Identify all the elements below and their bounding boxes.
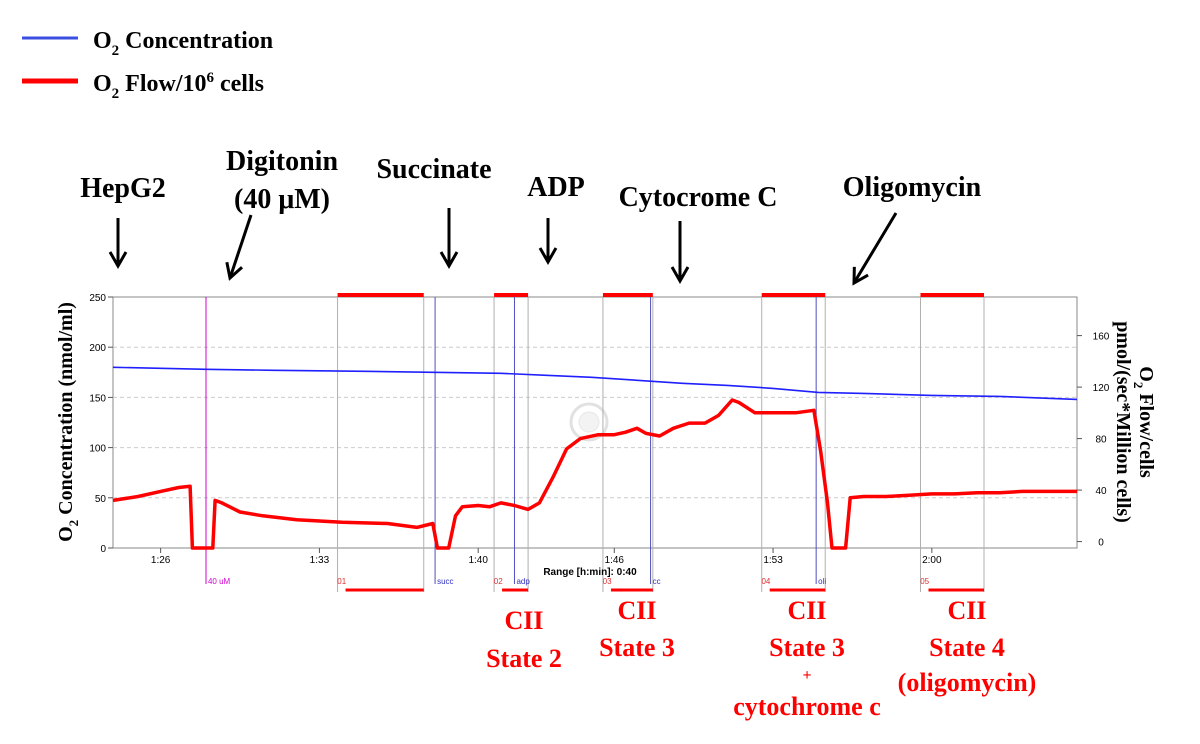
tick-label-right: 0 <box>1098 538 1104 549</box>
legend-label-rest: Concentration <box>119 28 273 54</box>
legend-label-rest: Flow/10 <box>119 71 206 97</box>
range-text: Range [h:min]: 0:40 <box>543 567 637 578</box>
series-o2-concentration <box>112 366 1078 401</box>
tick-label-left: 150 <box>89 393 106 404</box>
annotation-digitonin-line-2: (40 μM) <box>234 184 330 215</box>
state-labels: CII State 2 CII State 3 CII State 3 + cytochrom… <box>486 596 1036 721</box>
watermark-core <box>578 411 600 433</box>
tick-label-right: 80 <box>1095 435 1107 446</box>
state-label-state4-line-2: State 4 <box>929 633 1005 662</box>
marker-label: 03 <box>603 577 612 586</box>
legend-label-2: O2 Flow/106 cells <box>93 70 264 102</box>
tick-label-x: 1:46 <box>605 555 625 566</box>
annotation-hepg2-label: HepG2 <box>80 173 166 204</box>
tick-label-x: 1:40 <box>468 555 488 566</box>
annotation-cytochrome-line-1: Cytocrome C <box>619 182 778 213</box>
annotation-oligomycin-arrow-head <box>852 266 869 286</box>
left-axis-label: O2 Concentration (nmol/ml) <box>55 302 81 542</box>
state-label-state3cc-line-4: cytochrome c <box>733 692 881 721</box>
annotation-cytochrome: Cytocrome C <box>619 182 778 285</box>
annotation-digitonin-label: Digitonin (40 μM) <box>226 146 338 215</box>
tick-label-left: 200 <box>89 343 106 354</box>
axis-labels: O2 Concentration (nmol/ml) O2 Flow/cellsp… <box>55 302 1157 542</box>
left-axis-label-sub: 2 <box>66 520 81 527</box>
tick-label-left: 250 <box>89 293 106 304</box>
annotation-succinate-line-1: Succinate <box>376 154 491 185</box>
state-label-state3-line-1: CII <box>617 596 656 625</box>
left-axis-label-rest: Concentration (nmol/ml) <box>55 302 77 520</box>
annotation-adp-arrow-head <box>538 247 558 266</box>
state-label-state3cc-line-1: CII <box>787 596 826 625</box>
marker-label: 01 <box>337 577 346 586</box>
state-label-state2-line-2: State 2 <box>486 644 562 673</box>
annotation-adp-line-1: ADP <box>527 172 585 203</box>
tick-label-x: 1:26 <box>151 555 171 566</box>
annotation-oligomycin-line-1: Oligomycin <box>843 172 982 203</box>
tick-label-x: 1:53 <box>763 555 783 566</box>
right-axis-label-rest: Flow/cells <box>1135 388 1157 478</box>
annotation-hepg2-line-1: HepG2 <box>80 173 166 204</box>
tick-label-left: 0 <box>100 544 106 555</box>
plot-frame <box>112 296 1078 549</box>
marker-label: cc <box>653 577 661 586</box>
right-axis-label-line1: O2 Flow/cells <box>1131 366 1157 478</box>
legend-label-o: O <box>93 71 112 97</box>
watermark-ring <box>569 402 609 442</box>
annotation-oligomycin-label: Oligomycin <box>843 172 982 203</box>
tick-label-left: 50 <box>95 494 107 505</box>
marker-label: adp <box>516 577 530 586</box>
left-axis-label-o: O <box>55 526 77 542</box>
state-label-state3cc-line-3: + <box>802 667 811 684</box>
annotation-cytochrome-label: Cytocrome C <box>619 182 778 213</box>
legend-label-sub: 2 <box>112 86 120 102</box>
annotation-digitonin-arrow-shaft <box>228 214 253 279</box>
marker-label: 05 <box>920 577 929 586</box>
state-label-state2-line-1: CII <box>504 606 543 635</box>
watermark-logo-icon <box>569 402 609 442</box>
marker-label: 02 <box>494 577 503 586</box>
right-axis-label-sub: 2 <box>1131 382 1146 389</box>
marker-label: 40 uM <box>208 577 231 586</box>
annotation-cytochrome-arrow-head <box>670 266 690 285</box>
annotation-hepg2: HepG2 <box>80 173 166 270</box>
legend-label-tail: cells <box>214 71 264 97</box>
tick-label-left: 100 <box>89 444 106 455</box>
state-label-state4-line-1: CII <box>947 596 986 625</box>
tick-label-right: 40 <box>1095 486 1107 497</box>
right-axis-label-o: O <box>1135 366 1157 382</box>
state-label-state3cc-line-2: State 3 <box>769 633 845 662</box>
annotation-digitonin-arrow-head <box>225 261 244 281</box>
annotation-digitonin: Digitonin (40 μM) <box>225 146 338 281</box>
tick-label-x: 1:33 <box>310 555 330 566</box>
annotation-succinate: Succinate <box>376 154 492 270</box>
legend-label-1: O2 Concentration <box>93 28 273 59</box>
annotation-succinate-arrow-head <box>439 251 459 270</box>
state-label-state3-line-2: State 3 <box>599 633 675 662</box>
tick-label-x: 2:00 <box>922 555 942 566</box>
marker-label: 04 <box>761 577 770 586</box>
marker-label: oli <box>818 577 826 586</box>
annotation-oligomycin: Oligomycin <box>843 172 982 286</box>
annotation-hepg2-arrow-head <box>108 251 128 270</box>
legend-label-sup: 6 <box>207 70 215 86</box>
tick-label-right: 120 <box>1093 383 1110 394</box>
legend-label-sub: 2 <box>112 43 120 59</box>
legend-label-o: O <box>93 28 112 54</box>
annotation-adp: ADP <box>527 172 585 266</box>
annotation-digitonin-line-1: Digitonin <box>226 146 338 177</box>
state-label-state4-line-3: (oligomycin) <box>898 668 1037 697</box>
annotation-oligomycin-arrow-shaft <box>852 212 898 284</box>
marker-label: succ <box>437 577 453 586</box>
series-o2-flow <box>112 398 1077 550</box>
event-annotations: HepG2 Digitonin (40 μM) Succinate ADP Cytocro… <box>80 146 982 286</box>
right-axis-label-line2: pmol/(sec*Million cells) <box>1112 321 1134 523</box>
annotation-succinate-label: Succinate <box>376 154 491 185</box>
tick-label-right: 160 <box>1093 332 1110 343</box>
annotation-adp-label: ADP <box>527 172 585 203</box>
